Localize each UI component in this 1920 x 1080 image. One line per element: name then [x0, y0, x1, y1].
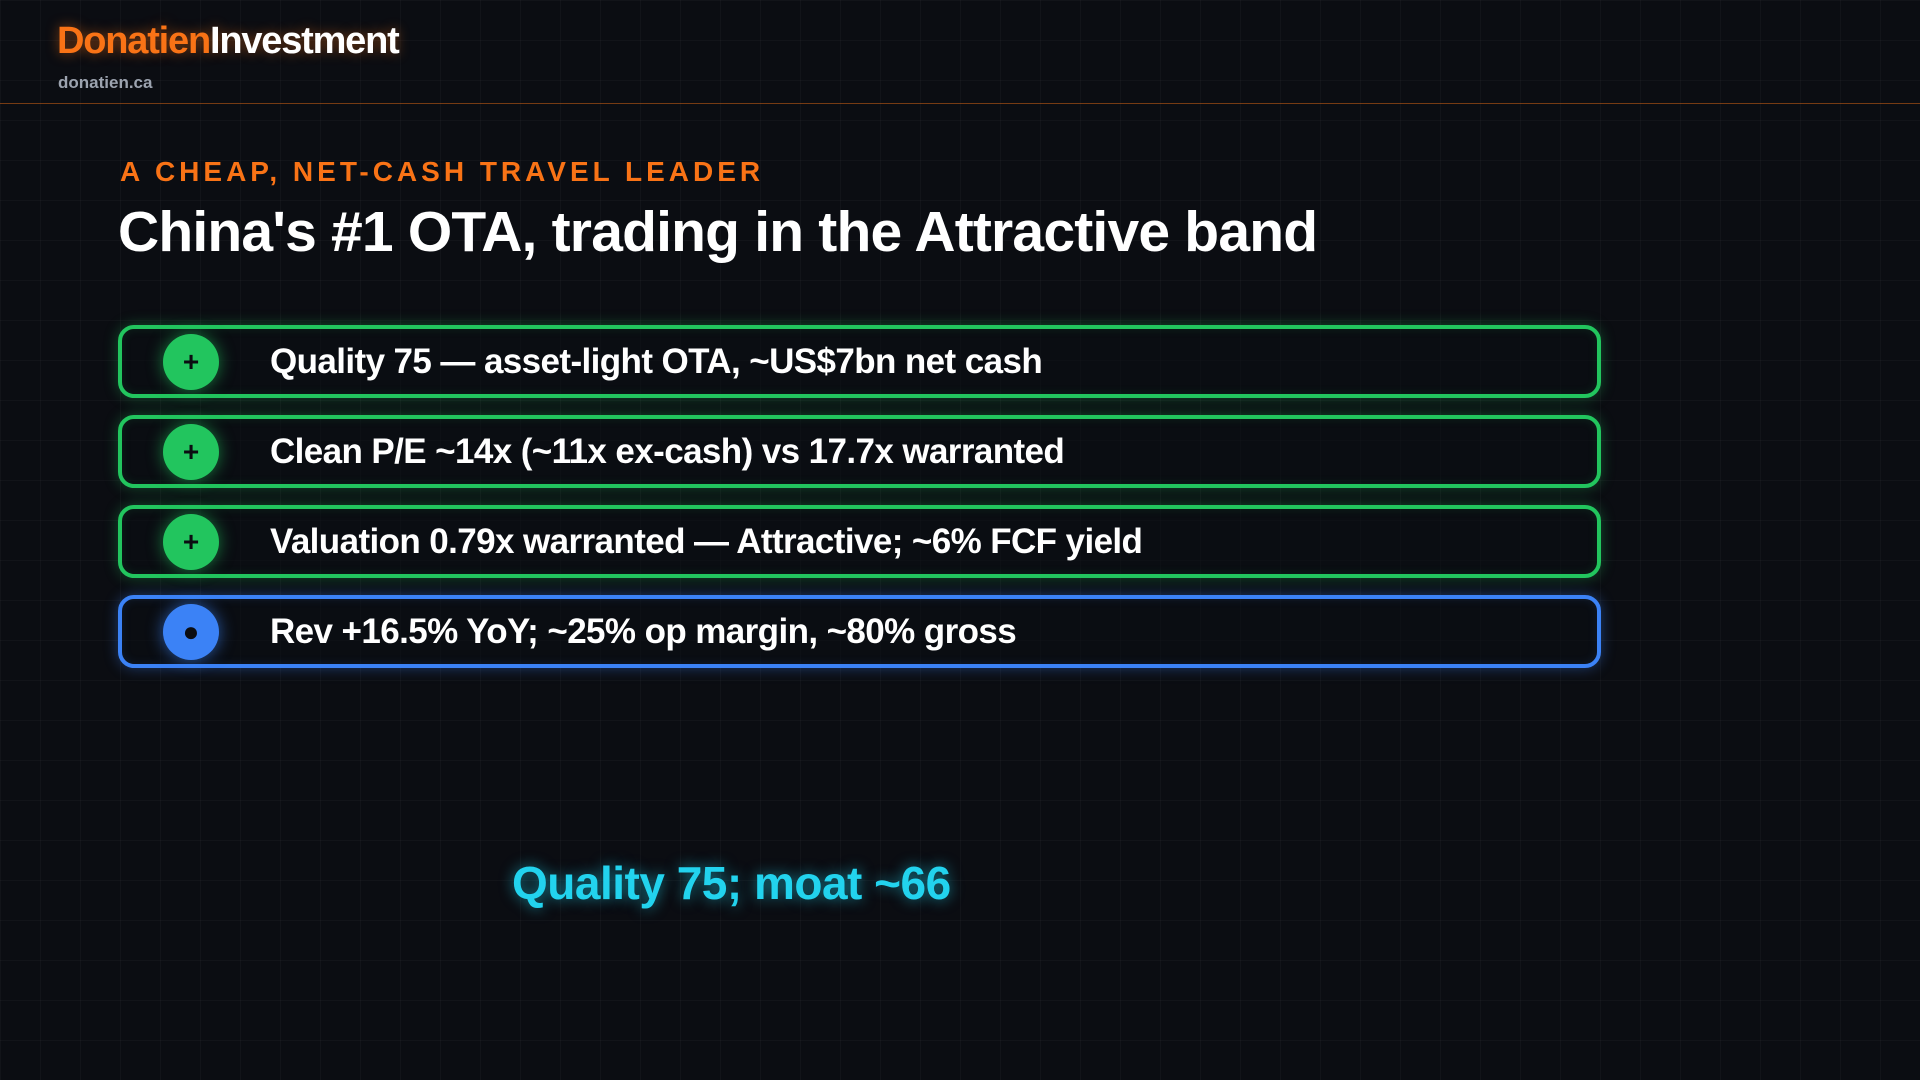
- brand-name-primary: Donatien: [57, 20, 211, 62]
- dot-icon: ●: [163, 604, 219, 660]
- brand-logo[interactable]: DonatienInvestment: [57, 20, 400, 62]
- quality-moat-note: Quality 75; moat ~66: [512, 857, 951, 909]
- key-point-text: Rev +16.5% YoY; ~25% op margin, ~80% gro…: [270, 611, 1017, 651]
- key-point-item: + Valuation 0.79x warranted — Attractive…: [118, 505, 1601, 578]
- key-point-text: Quality 75 — asset-light OTA, ~US$7bn ne…: [270, 341, 1043, 381]
- header-bar: DonatienInvestment donatien.ca: [0, 0, 1920, 104]
- key-point-text: Valuation 0.79x warranted — Attractive; …: [270, 521, 1143, 561]
- slide-kicker: A CHEAP, NET-CASH TRAVEL LEADER: [120, 156, 765, 187]
- site-url[interactable]: donatien.ca: [58, 73, 153, 92]
- slide-title: China's #1 OTA, trading in the Attractiv…: [118, 200, 1318, 264]
- plus-icon: +: [163, 514, 219, 570]
- plus-icon: +: [163, 334, 219, 390]
- key-points-list: + Quality 75 — asset-light OTA, ~US$7bn …: [118, 325, 1601, 685]
- key-point-text: Clean P/E ~14x (~11x ex-cash) vs 17.7x w…: [270, 431, 1065, 471]
- brand-name-secondary: Investment: [209, 20, 400, 62]
- key-point-item: + Quality 75 — asset-light OTA, ~US$7bn …: [118, 325, 1601, 398]
- key-point-item: + Clean P/E ~14x (~11x ex-cash) vs 17.7x…: [118, 415, 1601, 488]
- plus-icon: +: [163, 424, 219, 480]
- key-point-item: ● Rev +16.5% YoY; ~25% op margin, ~80% g…: [118, 595, 1601, 668]
